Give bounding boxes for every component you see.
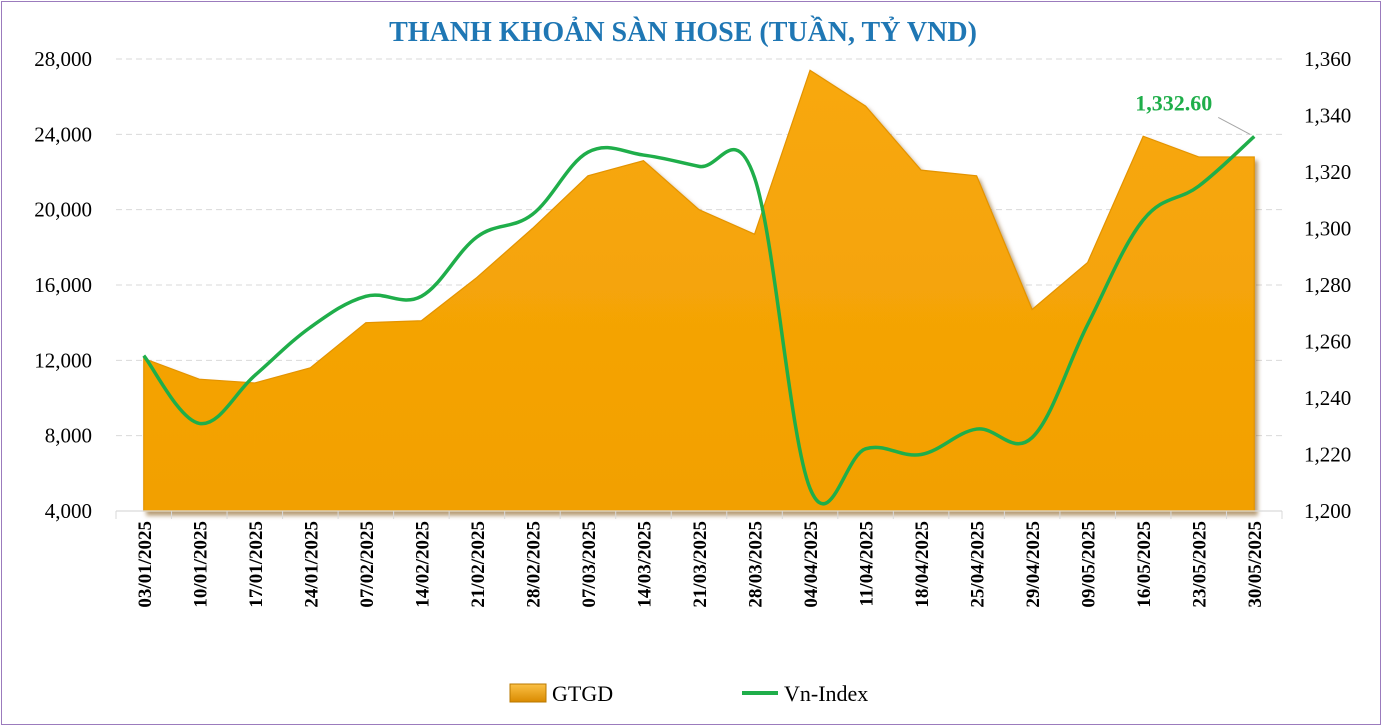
x-tick-label: 30/05/2025 <box>1245 521 1266 608</box>
y-right-tick-label: 1,360 <box>1304 47 1351 71</box>
x-tick-label: 28/03/2025 <box>746 521 767 608</box>
x-tick-label: 07/02/2025 <box>357 521 378 608</box>
y-right-tick-label: 1,340 <box>1304 104 1351 128</box>
x-tick-label: 24/01/2025 <box>301 521 322 608</box>
x-tick-label: 17/01/2025 <box>246 521 267 608</box>
y-left-tick-label: 4,000 <box>45 499 92 523</box>
gtgd-area <box>143 69 1255 512</box>
vnindex-line <box>142 135 1256 506</box>
x-tick-label: 07/03/2025 <box>579 521 600 608</box>
annotation-label: 1,332.60 <box>1135 90 1212 115</box>
axes: 4,000 8,000 12,000 16,000 20,000 24,000 28,000… <box>34 47 1351 608</box>
legend: GTGD Vn-Index <box>509 681 868 706</box>
x-tick-label: 09/05/2025 <box>1079 521 1100 608</box>
legend-label-vnindex: Vn-Index <box>784 681 868 706</box>
annotation: 1,332.60 <box>1135 90 1251 135</box>
x-tick-label: 14/03/2025 <box>634 521 655 608</box>
chart-title: THANH KHOẢN SÀN HOSE (TUẦN, TỶ VND) <box>389 16 977 48</box>
x-tick-label: 11/04/2025 <box>857 521 878 607</box>
x-tick-label: 14/02/2025 <box>412 521 433 608</box>
x-tick-label: 03/01/2025 <box>135 521 156 608</box>
y-right-tick-label: 1,260 <box>1304 330 1351 354</box>
y-right-tick-label: 1,220 <box>1304 443 1351 467</box>
x-tick-label: 18/04/2025 <box>912 521 933 608</box>
x-tick-label: 29/04/2025 <box>1023 521 1044 608</box>
x-tick-label: 25/04/2025 <box>968 521 989 608</box>
y-left-tick-label: 24,000 <box>34 122 92 146</box>
legend-label-gtgd: GTGD <box>552 681 613 706</box>
y-left-tick-label: 28,000 <box>34 47 92 71</box>
vnindex-line-series <box>142 135 1256 506</box>
y-left-tick-label: 8,000 <box>45 424 92 448</box>
x-tick-label: 21/02/2025 <box>468 521 489 608</box>
x-tick-label: 04/04/2025 <box>801 521 822 608</box>
y-right-tick-label: 1,280 <box>1304 273 1351 297</box>
x-tick-label: 28/02/2025 <box>523 521 544 608</box>
x-tick-label: 16/05/2025 <box>1134 521 1155 608</box>
y-left-tick-label: 16,000 <box>34 273 92 297</box>
y-right-tick-label: 1,200 <box>1304 499 1351 523</box>
x-tick-label: 21/03/2025 <box>690 521 711 608</box>
y-left-tick-label: 12,000 <box>34 348 92 372</box>
y-left-tick-label: 20,000 <box>34 198 92 222</box>
y-right-tick-label: 1,300 <box>1304 217 1351 241</box>
y-right-tick-label: 1,240 <box>1304 386 1351 410</box>
y-right-tick-label: 1,320 <box>1304 160 1351 184</box>
x-tick-label: 23/05/2025 <box>1190 521 1211 608</box>
legend-swatch-gtgd <box>509 683 547 703</box>
gtgd-area-series <box>143 69 1255 512</box>
x-tick-label: 10/01/2025 <box>190 521 211 608</box>
annotation-leader-line <box>1218 116 1251 135</box>
